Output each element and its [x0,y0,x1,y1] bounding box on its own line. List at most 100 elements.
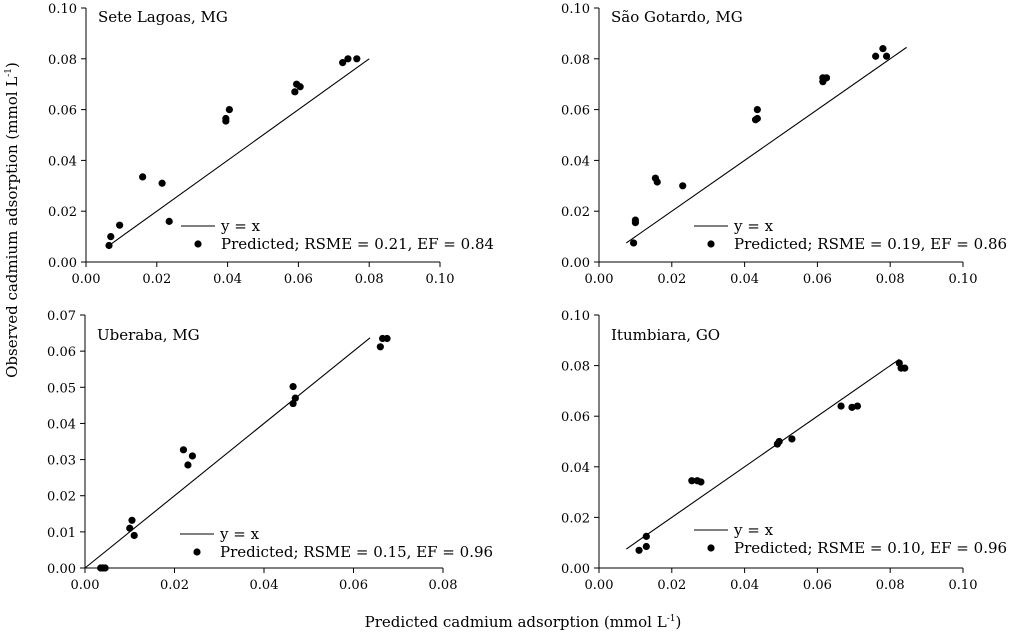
legend-line-label: y = x [220,217,261,235]
panel-title: Sete Lagoas, MG [98,8,228,26]
legend-line-label: y = x [733,217,774,235]
y-tick-label: 0.00 [47,562,76,577]
y-tick-label: 0.10 [561,309,590,324]
data-point [635,546,643,554]
y-tick-label: 0.02 [561,205,590,220]
data-point [753,114,761,123]
x-tick-label: 0.06 [803,578,832,593]
data-point [105,241,113,250]
data-point [848,403,856,411]
y-tick-label: 0.04 [561,154,590,169]
panel-4: 0.00 0.02 0.04 0.06 0.08 0.10 0.00 0.02 0.04 0.06… [561,309,1007,593]
y-tick-label: 0.02 [48,205,77,220]
x-tick-label: 0.08 [355,272,384,287]
data-point [165,217,173,225]
data-point [882,52,891,60]
data-point [126,524,134,532]
panel-1: 0.00 0.02 0.04 0.06 0.08 0.10 0.00 0.02 0.04 0.06… [48,2,494,287]
y-axis-label-unit-close: ) [3,62,21,68]
data-point [158,179,166,187]
data-point [139,173,147,181]
y-tick-label: 0.10 [561,2,590,17]
y-tick-label: 0.00 [561,562,590,577]
data-point [291,394,299,402]
x-axis-label: Predicted cadmium adsorption (mmol L-1) [365,613,682,631]
x-axis-label-unit-sup: -1 [667,614,676,624]
data-point [291,88,299,96]
data-point [775,437,783,446]
legend-line-label: y = x [219,525,260,543]
data-point [188,452,196,460]
data-point [853,402,862,410]
y-tick-label: 0.08 [561,53,590,68]
data-point [344,55,352,63]
data-point [901,364,909,372]
y-tick-label: 0.00 [561,256,590,271]
data-point [353,55,361,63]
panel-2: 0.00 0.02 0.04 0.06 0.08 0.10 0.00 0.02 0.04 0.06… [561,2,1007,287]
y-tick-label: 0.05 [47,381,76,396]
data-point [822,74,831,82]
x-tick-label: 0.00 [585,578,614,593]
x-tick-label: 0.00 [71,578,100,593]
legend-series-label: Predicted; RSME = 0.15, EF = 0.96 [220,543,493,561]
y-tick-label: 0.10 [48,2,77,17]
data-point [872,52,880,60]
x-tick-label: 0.10 [949,578,978,593]
x-tick-label: 0.02 [160,578,189,593]
y-tick-label: 0.07 [47,309,76,324]
x-tick-label: 0.00 [72,272,101,287]
legend-point-swatch [707,240,715,248]
data-point [128,516,136,524]
y-tick-label: 0.06 [48,104,77,119]
data-point [289,382,297,391]
x-tick-label: 0.04 [730,578,759,593]
data-point [222,114,230,123]
data-point [179,446,188,454]
y-tick-label: 0.06 [47,345,76,360]
legend-series-label: Predicted; RSME = 0.19, EF = 0.86 [734,235,1007,253]
y-tick-label: 0.08 [48,53,77,68]
data-point [679,182,687,190]
data-point [642,532,650,540]
y-tick-label: 0.00 [48,256,77,271]
y-tick-label: 0.02 [561,511,590,526]
legend-series-label: Predicted; RSME = 0.21, EF = 0.84 [221,235,494,253]
y-tick-label: 0.06 [561,104,590,119]
data-point [653,178,661,186]
y-tick-label: 0.04 [47,417,76,432]
data-point [339,59,347,67]
x-tick-label: 0.04 [730,272,759,287]
y-tick-label: 0.03 [47,454,76,469]
y-tick-label: 0.04 [561,461,590,476]
legend-point-swatch [193,548,201,556]
data-point [130,531,138,540]
legend-point-swatch [194,240,202,248]
x-axis-label-unit-close: ) [675,613,681,631]
panels: 0.00 0.02 0.04 0.06 0.08 0.10 0.00 0.02 0.04 0.06… [47,2,1007,593]
panel-3: 0.00 0.02 0.04 0.06 0.08 0.00 0.01 0.02 0.03 0.04… [47,309,493,593]
panel-title: Itumbiara, GO [611,326,720,344]
data-point [107,233,115,241]
data-point [642,542,650,551]
data-point [184,461,192,469]
data-point [296,83,304,91]
data-point [697,478,705,486]
legend-line-label: y = x [733,521,774,539]
x-tick-label: 0.04 [250,578,279,593]
y-axis-label-unit-sup: -1 [4,68,14,77]
data-point [116,221,124,229]
data-point [879,45,887,53]
identity-line [106,58,370,248]
x-tick-label: 0.02 [142,272,171,287]
y-tick-label: 0.08 [561,360,590,375]
x-tick-label: 0.00 [585,272,614,287]
data-point [376,343,384,351]
x-tick-label: 0.08 [876,578,905,593]
x-tick-label: 0.02 [657,578,686,593]
y-axis-label: Observed cadmium adsorption (mmol L-1) [3,62,21,378]
x-tick-label: 0.06 [284,272,313,287]
x-tick-label: 0.04 [213,272,242,287]
x-tick-label: 0.10 [949,272,978,287]
